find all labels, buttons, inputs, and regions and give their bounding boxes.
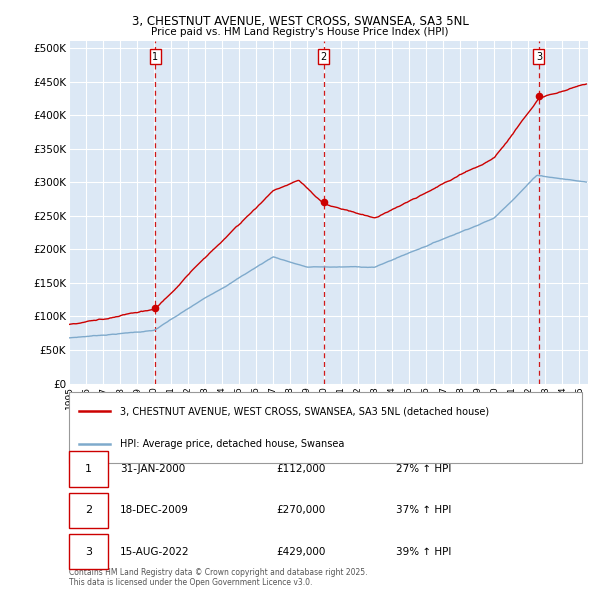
Text: 27% ↑ HPI: 27% ↑ HPI	[396, 464, 451, 474]
Text: 1: 1	[85, 464, 92, 474]
Text: Price paid vs. HM Land Registry's House Price Index (HPI): Price paid vs. HM Land Registry's House …	[151, 27, 449, 37]
Text: 2: 2	[320, 52, 326, 62]
FancyBboxPatch shape	[69, 392, 582, 463]
Text: HPI: Average price, detached house, Swansea: HPI: Average price, detached house, Swan…	[121, 439, 344, 449]
Text: 18-DEC-2009: 18-DEC-2009	[120, 506, 189, 515]
Text: 39% ↑ HPI: 39% ↑ HPI	[396, 547, 451, 556]
Text: 37% ↑ HPI: 37% ↑ HPI	[396, 506, 451, 515]
Text: Contains HM Land Registry data © Crown copyright and database right 2025.
This d: Contains HM Land Registry data © Crown c…	[69, 568, 367, 587]
Text: 3: 3	[85, 547, 92, 556]
Text: 1: 1	[152, 52, 158, 62]
Text: 15-AUG-2022: 15-AUG-2022	[120, 547, 190, 556]
Text: 3: 3	[536, 52, 542, 62]
Text: £429,000: £429,000	[276, 547, 325, 556]
Text: £112,000: £112,000	[276, 464, 325, 474]
Text: 3, CHESTNUT AVENUE, WEST CROSS, SWANSEA, SA3 5NL: 3, CHESTNUT AVENUE, WEST CROSS, SWANSEA,…	[131, 15, 469, 28]
Text: £270,000: £270,000	[276, 506, 325, 515]
Text: 3, CHESTNUT AVENUE, WEST CROSS, SWANSEA, SA3 5NL (detached house): 3, CHESTNUT AVENUE, WEST CROSS, SWANSEA,…	[121, 407, 490, 417]
Text: 2: 2	[85, 506, 92, 515]
Text: 31-JAN-2000: 31-JAN-2000	[120, 464, 185, 474]
